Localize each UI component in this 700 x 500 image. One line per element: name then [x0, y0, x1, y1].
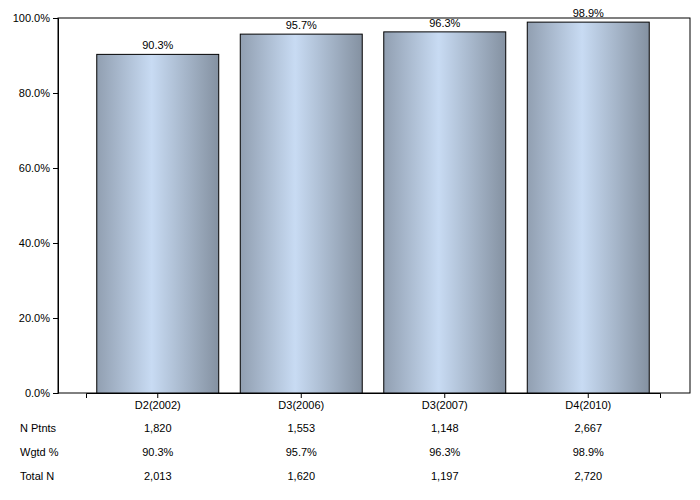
x-tick-mark	[157, 393, 158, 398]
table-cell: 2,667	[574, 422, 602, 434]
bars	[97, 22, 649, 393]
bar	[240, 34, 362, 393]
data-label: 95.7%	[286, 19, 317, 31]
x-tick: D3(2006)	[278, 393, 324, 411]
x-axis: D2(2002) D3(2006) D3(2007) D4(2010)	[87, 393, 661, 411]
table-row-label: N Ptnts	[20, 422, 57, 434]
x-tick-mark	[301, 393, 302, 398]
table-cell: 1,148	[431, 422, 459, 434]
x-tick-mark	[444, 393, 445, 398]
x-tick: D2(2002)	[135, 393, 181, 411]
y-tick-mark	[53, 18, 58, 19]
table-cell: 90.3%	[142, 446, 173, 458]
table-cell: 98.9%	[573, 446, 604, 458]
y-tick-label: 80.0%	[19, 87, 50, 99]
chart: 90.3% 95.7% 96.3% 98.9% 0.0% 20.0% 40.0% 60.0% 8…	[0, 0, 700, 500]
data-labels: 90.3% 95.7% 96.3% 98.9%	[142, 7, 604, 51]
table-row-label: Total N	[20, 470, 54, 482]
bar	[97, 54, 219, 393]
table-cell: 95.7%	[286, 446, 317, 458]
data-label: 98.9%	[573, 7, 604, 19]
plot-frame	[58, 18, 690, 393]
x-tick-label: D2(2002)	[135, 399, 181, 411]
table-cell: 1,553	[287, 422, 315, 434]
x-axis-line	[87, 394, 661, 399]
x-tick: D4(2010)	[565, 393, 611, 411]
table-cell: 96.3%	[429, 446, 460, 458]
table-cell: 2,013	[144, 470, 172, 482]
y-tick-label: 100.0%	[13, 12, 51, 24]
y-tick-mark	[53, 243, 58, 244]
y-tick: 80.0%	[19, 87, 58, 99]
x-tick: D3(2007)	[422, 393, 468, 411]
y-tick: 40.0%	[19, 237, 58, 249]
table-cell: 1,620	[287, 470, 315, 482]
y-axis-line	[53, 19, 59, 394]
y-tick-label: 40.0%	[19, 237, 50, 249]
y-tick: 100.0%	[13, 12, 58, 24]
x-tick-label: D3(2006)	[278, 399, 324, 411]
y-axis: 0.0% 20.0% 40.0% 60.0% 80.0% 100.0%	[13, 12, 59, 399]
data-label: 96.3%	[429, 17, 460, 29]
y-tick: 0.0%	[25, 387, 58, 399]
data-table: N Ptnts 1,820 1,553 1,148 2,667 Wgtd % 90.3% 95…	[20, 422, 604, 482]
table-cell: 1,197	[431, 470, 459, 482]
x-tick-mark	[588, 393, 589, 398]
data-label: 90.3%	[142, 39, 173, 51]
table-cell: 2,720	[574, 470, 602, 482]
table-row-label: Wgtd %	[20, 446, 59, 458]
y-tick-label: 0.0%	[25, 387, 50, 399]
table-cell: 1,820	[144, 422, 172, 434]
y-tick: 60.0%	[19, 162, 58, 174]
x-tick-label: D3(2007)	[422, 399, 468, 411]
y-tick: 20.0%	[19, 312, 58, 324]
y-tick-mark	[53, 93, 58, 94]
x-tick-label: D4(2010)	[565, 399, 611, 411]
y-tick-mark	[53, 393, 58, 394]
y-tick-mark	[53, 168, 58, 169]
y-tick-mark	[53, 318, 58, 319]
bar	[527, 22, 649, 393]
y-tick-label: 60.0%	[19, 162, 50, 174]
y-tick-label: 20.0%	[19, 312, 50, 324]
bar	[384, 32, 506, 393]
